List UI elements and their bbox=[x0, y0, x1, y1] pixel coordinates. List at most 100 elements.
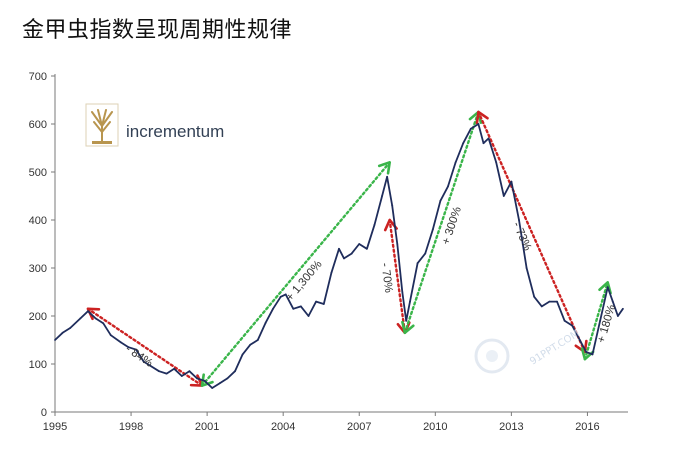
data-point bbox=[439, 199, 442, 202]
page-title: 金甲虫指数呈现周期性规律 bbox=[22, 18, 293, 43]
data-point bbox=[431, 228, 434, 231]
data-point bbox=[127, 346, 130, 349]
data-point bbox=[606, 286, 609, 289]
arrowhead-end-icon-1 bbox=[377, 161, 391, 175]
data-point bbox=[264, 322, 267, 325]
data-point bbox=[79, 317, 82, 320]
data-point bbox=[196, 377, 198, 380]
data-point bbox=[518, 219, 520, 221]
data-point bbox=[94, 317, 97, 320]
arrowhead-start-icon-0 bbox=[86, 307, 101, 321]
data-point bbox=[533, 295, 536, 298]
data-point bbox=[120, 341, 122, 344]
x-tick-label: 2004 bbox=[271, 421, 295, 433]
data-point bbox=[556, 300, 558, 303]
data-point bbox=[284, 293, 287, 296]
x-tick-label: 1995 bbox=[43, 421, 67, 433]
data-point bbox=[396, 243, 399, 245]
data-point bbox=[487, 137, 490, 140]
data-point bbox=[338, 247, 340, 250]
watermark-inner-icon bbox=[486, 350, 498, 362]
data-point bbox=[307, 315, 310, 317]
cycle-arrow-line-1 bbox=[200, 161, 391, 387]
data-point bbox=[424, 252, 427, 255]
data-point bbox=[279, 295, 282, 298]
cycle-arrow-line-5 bbox=[583, 281, 609, 361]
annotation-label-4: - 73% bbox=[510, 220, 533, 252]
data-point bbox=[563, 319, 566, 322]
data-point bbox=[482, 142, 485, 145]
cycle-arrow-line-0 bbox=[86, 307, 204, 387]
data-point bbox=[373, 223, 376, 226]
annotation-labels: - 84%+ 1,300% - 70%+ 300% - 73%+ 180% bbox=[123, 205, 618, 369]
data-point bbox=[469, 127, 472, 130]
data-point bbox=[165, 372, 168, 375]
data-point bbox=[54, 339, 56, 341]
data-point bbox=[409, 300, 411, 303]
chart-axes: 0 100 200 300 400 500 600 700 1995 1998 2001 2004 20… bbox=[29, 71, 628, 433]
data-point bbox=[226, 377, 229, 380]
data-point bbox=[256, 339, 259, 341]
data-point bbox=[578, 339, 581, 341]
data-point bbox=[315, 300, 318, 303]
series-group bbox=[54, 123, 624, 389]
data-point bbox=[69, 327, 72, 329]
x-tick-label: 1998 bbox=[119, 421, 143, 433]
data-point bbox=[502, 195, 505, 197]
data-point bbox=[135, 348, 138, 351]
tree-icon bbox=[91, 109, 113, 143]
data-point bbox=[142, 360, 145, 363]
y-tick-label: 0 bbox=[41, 407, 47, 419]
data-point bbox=[61, 331, 64, 334]
data-point bbox=[611, 300, 614, 303]
data-point bbox=[173, 367, 176, 370]
cycle-arrow-line-3 bbox=[403, 110, 480, 334]
data-point bbox=[548, 300, 551, 303]
data-point bbox=[211, 387, 214, 389]
data-point bbox=[365, 247, 368, 250]
data-point bbox=[477, 123, 480, 125]
data-point bbox=[203, 379, 206, 382]
data-point bbox=[322, 303, 325, 305]
data-point bbox=[350, 252, 353, 255]
y-tick-label: 600 bbox=[29, 119, 47, 131]
y-tick-label: 400 bbox=[29, 215, 47, 227]
data-point bbox=[358, 243, 361, 245]
data-point bbox=[462, 142, 465, 145]
arrowhead-end-icon-5 bbox=[598, 281, 612, 295]
y-tick-label: 300 bbox=[29, 263, 47, 275]
x-tick-label: 2013 bbox=[499, 421, 523, 433]
data-point bbox=[510, 180, 513, 183]
x-tick-label: 2010 bbox=[423, 421, 447, 433]
watermark: 91PPT.COM bbox=[474, 328, 582, 374]
x-tick-label: 2001 bbox=[195, 421, 219, 433]
arrowhead-end-icon-4 bbox=[574, 339, 588, 354]
data-point bbox=[447, 185, 449, 188]
y-tick-label: 100 bbox=[29, 359, 47, 371]
brand-name: incrementum bbox=[126, 122, 224, 141]
data-point bbox=[150, 365, 153, 368]
cycle-arrows bbox=[86, 110, 612, 387]
data-point bbox=[585, 351, 588, 353]
y-tick-label: 200 bbox=[29, 311, 47, 323]
arrowhead-start-icon-3 bbox=[401, 320, 415, 335]
data-point bbox=[102, 322, 105, 325]
cycle-arrow-line-4 bbox=[477, 110, 587, 354]
y-tick-label: 500 bbox=[29, 167, 47, 179]
data-point bbox=[109, 334, 112, 337]
data-point bbox=[391, 204, 394, 207]
cycle-arrow-line-2 bbox=[388, 218, 407, 334]
data-point bbox=[381, 195, 383, 197]
data-point bbox=[405, 319, 408, 322]
watermark-circle-icon bbox=[474, 338, 510, 374]
data-point bbox=[616, 315, 619, 317]
arrowhead-start-icon-1 bbox=[200, 373, 214, 387]
arrowhead-start-icon-4 bbox=[475, 110, 489, 125]
annotation-label-2: - 70% bbox=[378, 262, 394, 293]
data-point bbox=[401, 291, 404, 293]
data-point bbox=[416, 262, 419, 265]
data-point bbox=[525, 267, 528, 269]
data-point bbox=[249, 343, 252, 346]
data-point bbox=[234, 370, 236, 373]
